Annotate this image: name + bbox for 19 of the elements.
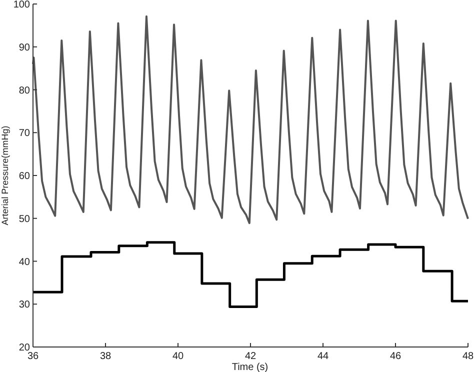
x-tick-label: 44 xyxy=(317,351,329,362)
y-tick-label: 20 xyxy=(18,342,30,354)
y-tick-label: 80 xyxy=(18,85,30,96)
x-tick-label: 38 xyxy=(100,351,112,362)
x-tick-label: 40 xyxy=(172,351,184,362)
y-tick-label: 100 xyxy=(13,0,30,10)
y-tick-label: 90 xyxy=(18,42,30,54)
y-axis-title: Arterial Pressure(mmHg) xyxy=(0,126,10,226)
x-tick-label: 48 xyxy=(462,351,474,362)
line-series xyxy=(32,15,469,224)
y-tick-label: 70 xyxy=(18,128,30,140)
y-tick-label: 40 xyxy=(18,256,30,268)
x-tick-label: 36 xyxy=(27,351,39,362)
x-tick-label: 46 xyxy=(390,351,402,362)
y-tick-label: 30 xyxy=(18,300,30,311)
y-tick-label: 50 xyxy=(18,214,30,225)
x-axis-title: Time (s) xyxy=(232,362,268,372)
x-tick-label: 42 xyxy=(244,351,256,362)
y-tick-label: 60 xyxy=(18,171,30,182)
